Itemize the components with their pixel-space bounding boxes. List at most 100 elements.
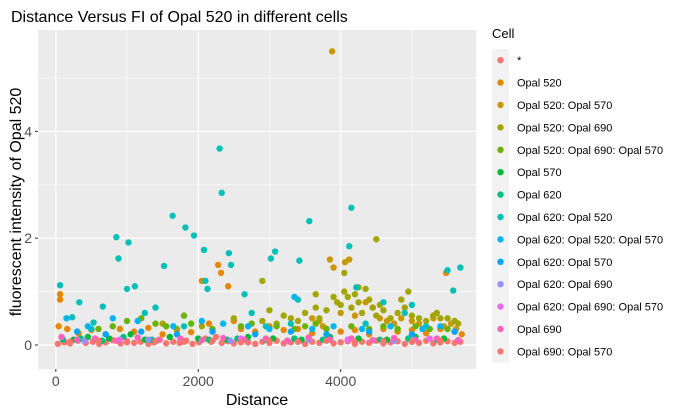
data-point [294, 317, 302, 325]
legend-swatch [497, 169, 504, 176]
legend-label: * [517, 55, 522, 67]
data-point [365, 328, 373, 335]
data-point [358, 309, 366, 317]
data-point [152, 338, 159, 345]
data-point [450, 287, 457, 294]
data-point [444, 267, 451, 274]
data-point [305, 334, 312, 341]
data-point [241, 291, 248, 298]
data-point [266, 338, 273, 345]
data-point [205, 320, 213, 327]
data-point [134, 317, 141, 325]
legend-label: Opal 620: Opal 520: Opal 570 [517, 234, 663, 246]
data-point [358, 325, 366, 333]
data-point [170, 338, 177, 345]
data-point [145, 336, 152, 343]
x-axis-title: Distance [226, 392, 288, 409]
legend-swatch [497, 303, 504, 310]
data-point [198, 317, 206, 325]
data-point [280, 312, 287, 319]
grid-lines [38, 30, 476, 369]
data-point [323, 307, 330, 314]
data-point [141, 309, 149, 317]
data-point [341, 259, 349, 266]
data-point [330, 323, 337, 330]
data-point [227, 337, 234, 344]
data-point [454, 320, 462, 327]
data-point [138, 328, 145, 335]
data-point [323, 337, 330, 344]
data-point [125, 239, 132, 246]
data-point [301, 340, 309, 348]
data-point [219, 334, 227, 342]
data-point [387, 323, 394, 330]
legend-item: Opal 690: Opal 570 [492, 340, 612, 363]
data-point [109, 315, 116, 322]
data-point [330, 293, 337, 301]
data-point [394, 309, 401, 317]
data-point [189, 340, 196, 348]
data-point [380, 299, 387, 306]
data-point [152, 304, 159, 311]
data-point [180, 323, 188, 330]
x-tick-label: 0 [52, 373, 60, 389]
data-point [162, 323, 170, 330]
data-point [123, 339, 131, 346]
legend-label: Opal 520: Opal 570 [517, 100, 612, 112]
data-point [259, 277, 266, 285]
data-point [287, 315, 295, 322]
legend-swatch [497, 258, 504, 265]
data-point [55, 323, 62, 330]
data-point [58, 333, 65, 341]
data-point [351, 339, 359, 346]
data-point [337, 339, 344, 346]
data-point [419, 325, 426, 333]
data-point [115, 255, 122, 262]
legend-item: Opal 520: Opal 690: Opal 570 [492, 138, 663, 161]
data-point [152, 320, 159, 327]
legend-label: Opal 520: Opal 690 [517, 122, 612, 134]
legend-swatch [497, 79, 504, 86]
legend-item: Opal 620: Opal 570 [492, 250, 612, 273]
legend-title: Cell [492, 26, 515, 41]
legend-swatch [497, 281, 504, 288]
legend-swatch [497, 101, 504, 109]
data-point [180, 312, 188, 319]
data-point [244, 323, 252, 330]
data-point [444, 325, 451, 333]
legend-item: Opal 520: Opal 570 [492, 93, 612, 117]
legend-swatch [497, 236, 504, 243]
data-point [369, 304, 376, 311]
legend-item: Opal 620: Opal 690 [492, 273, 612, 296]
data-point [280, 326, 287, 334]
data-point [182, 224, 189, 231]
data-point [252, 340, 259, 348]
data-point [216, 145, 223, 152]
data-point [131, 283, 139, 290]
data-point [54, 340, 62, 348]
data-point [401, 309, 408, 317]
data-point [444, 315, 451, 322]
legend-label: Opal 620: Opal 690 [517, 279, 612, 291]
data-point [130, 339, 138, 347]
data-point [145, 324, 152, 332]
data-point [209, 337, 216, 344]
data-point [355, 299, 362, 306]
y-tick-label: 4 [24, 123, 32, 139]
legend-item: Opal 690 [492, 317, 562, 341]
legend-item: Opal 620: Opal 520: Opal 570 [492, 228, 663, 251]
data-point [398, 296, 405, 303]
data-point [362, 285, 369, 293]
data-point [81, 337, 88, 344]
data-point [219, 320, 227, 327]
data-point [408, 317, 416, 325]
data-point [84, 323, 92, 330]
data-point [323, 325, 330, 333]
legend-item: * [492, 49, 522, 72]
data-point [187, 320, 195, 327]
legend-item: Opal 520 [492, 71, 562, 94]
data-point [458, 331, 465, 338]
legend-label: Opal 520: Opal 690: Opal 570 [517, 145, 663, 157]
data-point [266, 307, 273, 314]
x-tick-label: 4000 [325, 373, 356, 389]
